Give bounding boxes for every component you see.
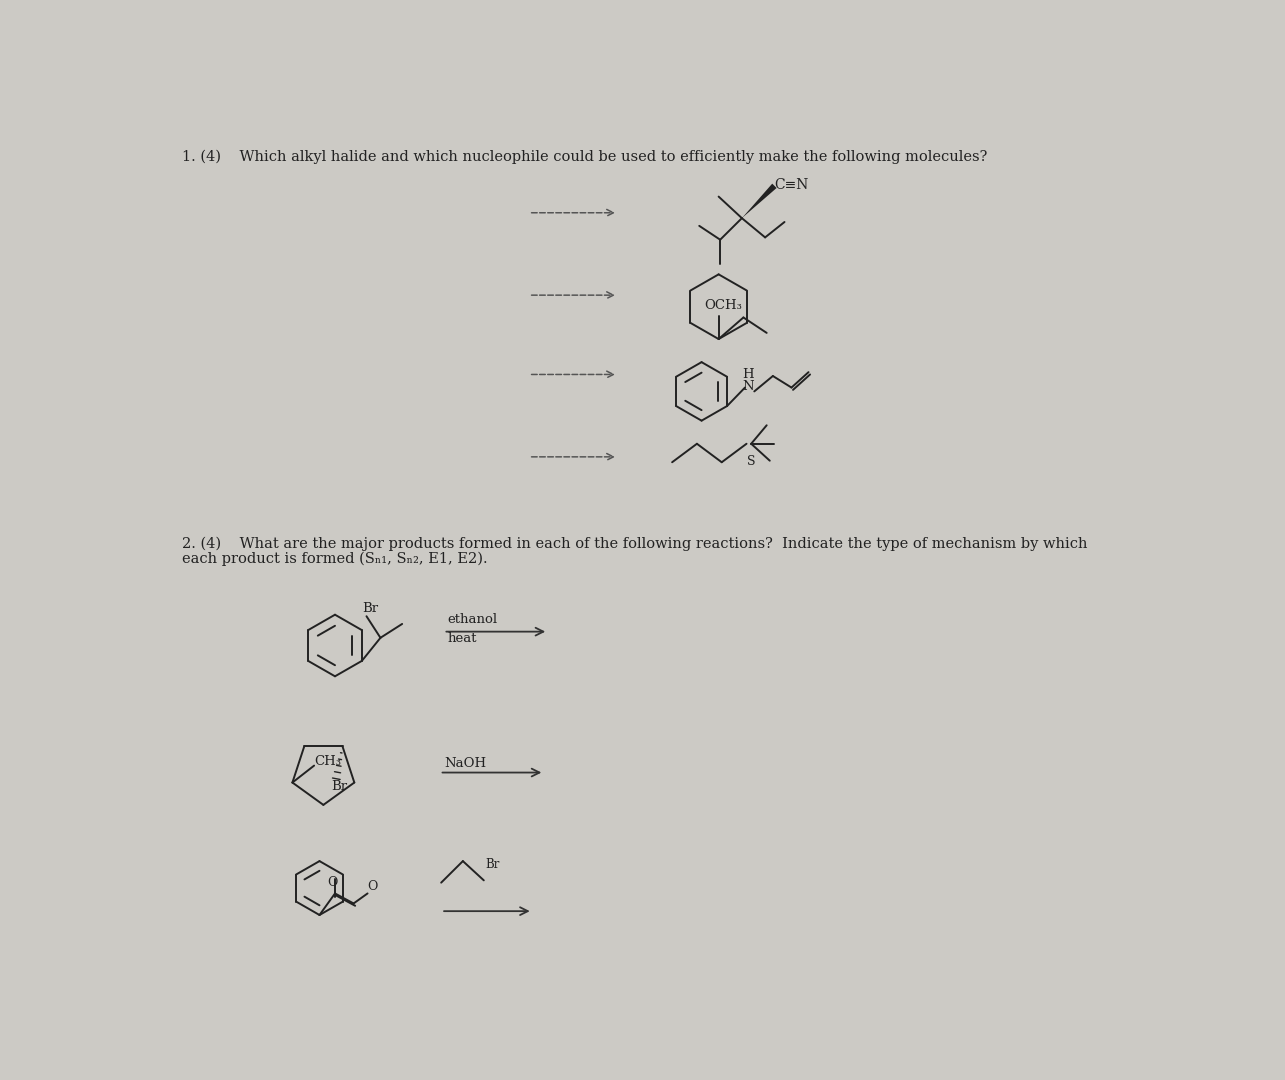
Text: 1. (4)    Which alkyl halide and which nucleophile could be used to efficiently : 1. (4) Which alkyl halide and which nucl… [182,150,988,164]
Text: S: S [747,455,756,468]
Text: Br: Br [362,603,378,616]
Text: heat: heat [447,632,477,645]
Text: each product is formed (Sₙ₁, Sₙ₂, E1, E2).: each product is formed (Sₙ₁, Sₙ₂, E1, E2… [182,552,488,566]
Polygon shape [741,184,776,218]
Text: N: N [743,380,754,393]
Text: O: O [328,877,338,890]
Text: ethanol: ethanol [447,613,497,626]
Text: NaOH: NaOH [445,757,487,770]
Text: C≡N: C≡N [775,178,808,192]
Text: H: H [743,367,754,380]
Text: Br: Br [332,780,348,794]
Text: O: O [368,879,378,892]
Text: Br: Br [486,858,500,872]
Text: OCH₃: OCH₃ [704,299,743,312]
Text: 2. (4)    What are the major products formed in each of the following reactions?: 2. (4) What are the major products forme… [182,536,1088,551]
Text: CH₃: CH₃ [314,755,341,768]
